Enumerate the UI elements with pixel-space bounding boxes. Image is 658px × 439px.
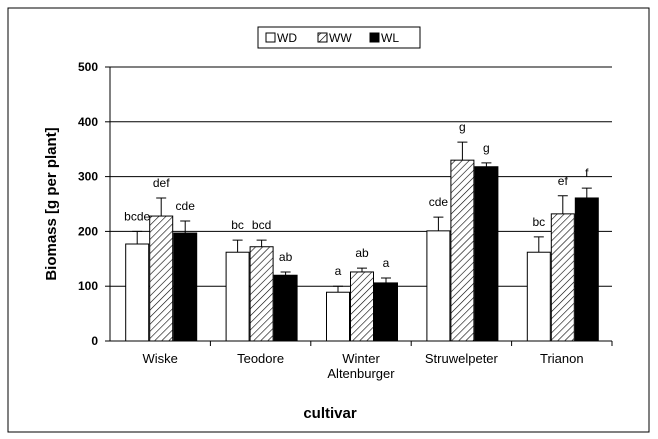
legend-box	[257, 26, 421, 49]
data-label: a	[335, 264, 342, 278]
error-bar	[232, 239, 243, 253]
data-label: def	[153, 176, 170, 190]
bar	[350, 271, 374, 342]
frame	[7, 7, 650, 433]
y-tick-label: 100	[78, 279, 98, 293]
data-label: cde	[429, 195, 449, 209]
x-axis-title: cultivar	[303, 405, 357, 422]
x-tick-label: Winter Altenburger	[327, 351, 395, 381]
error-bar	[180, 220, 191, 234]
bar	[326, 291, 350, 342]
error-bar	[357, 267, 367, 272]
data-label: ab	[279, 250, 293, 264]
data-label: f	[585, 166, 589, 180]
x-tick-label: Teodore	[237, 351, 285, 366]
y-tick-label: 500	[78, 60, 98, 74]
x-tick-label: Struwelpeter	[424, 351, 498, 366]
bar	[273, 274, 298, 342]
x-tick-label: Trianon	[539, 351, 584, 366]
legend-swatch	[265, 32, 276, 43]
legend-swatch	[369, 32, 380, 43]
error-bar	[156, 197, 167, 217]
bar	[173, 232, 198, 342]
legend-label: WD	[277, 31, 297, 45]
bar	[574, 197, 599, 342]
data-label: g	[459, 120, 466, 134]
data-label: cde	[176, 199, 196, 213]
y-tick-label: 0	[91, 334, 98, 348]
data-label: bcd	[252, 218, 271, 232]
error-bar	[481, 162, 492, 167]
data-label: a	[383, 256, 390, 270]
bar	[450, 159, 475, 342]
legend-label: WL	[381, 31, 399, 45]
error-bar	[333, 285, 343, 293]
error-bar	[256, 239, 267, 247]
error-bar	[557, 195, 568, 214]
bar	[426, 230, 451, 342]
y-axis-title: Biomass [g per plant]	[43, 127, 60, 280]
y-tick-label: 200	[78, 224, 98, 238]
legend-swatch	[317, 32, 328, 43]
data-label: ab	[355, 246, 369, 260]
bar	[149, 215, 174, 342]
y-tick-label: 400	[78, 115, 98, 129]
data-label: bc	[231, 218, 244, 232]
data-label: bcde	[124, 209, 150, 223]
bar	[526, 251, 551, 342]
data-label: ef	[558, 174, 569, 188]
x-tick-label: Wiske	[142, 351, 178, 366]
error-bar	[457, 141, 468, 161]
bar	[550, 213, 575, 342]
error-bar	[533, 236, 544, 253]
error-bar	[433, 216, 444, 231]
bar	[474, 166, 499, 342]
bar	[374, 282, 398, 342]
bar	[125, 243, 150, 342]
bar	[225, 251, 250, 342]
error-bar	[280, 271, 291, 276]
data-label: g	[483, 141, 490, 155]
error-bar	[581, 187, 592, 198]
legend-label: WW	[329, 31, 352, 45]
error-bar	[381, 277, 391, 283]
bar	[249, 246, 274, 342]
y-tick-label: 300	[78, 170, 98, 184]
data-label: bc	[532, 215, 545, 229]
error-bar	[132, 230, 143, 245]
